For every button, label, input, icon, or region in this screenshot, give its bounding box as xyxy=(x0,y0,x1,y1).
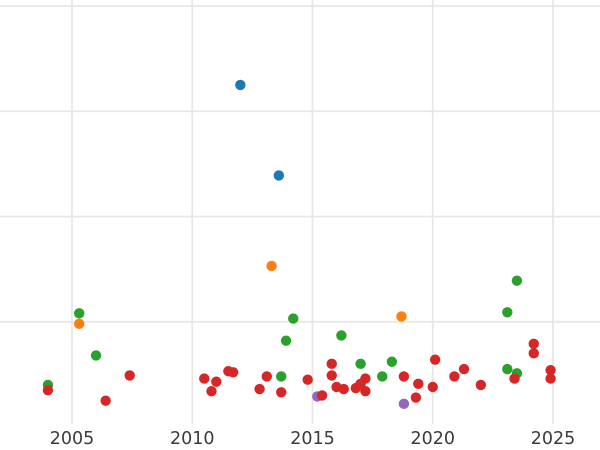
data-point-green xyxy=(355,358,366,370)
data-point-blue xyxy=(235,79,246,91)
data-point-purple xyxy=(398,398,410,410)
x-tick-label: 2025 xyxy=(531,429,576,449)
data-point-green xyxy=(74,308,85,319)
data-point-orange xyxy=(266,260,277,272)
data-point-green xyxy=(502,307,513,318)
data-point-red xyxy=(545,373,556,384)
data-point-red xyxy=(475,379,487,391)
x-tick-label: 2010 xyxy=(170,429,215,449)
data-point-red xyxy=(124,370,135,381)
data-point-red xyxy=(316,390,328,401)
x-tick-label: 2015 xyxy=(290,429,335,449)
data-point-red xyxy=(326,370,337,381)
data-point-red xyxy=(199,373,210,384)
data-point-red xyxy=(449,371,460,382)
data-point-blue xyxy=(273,170,285,181)
data-point-red xyxy=(545,364,556,376)
data-point-red xyxy=(254,383,265,395)
data-point-green xyxy=(280,335,292,346)
data-point-red xyxy=(227,367,239,378)
data-point-red xyxy=(206,386,217,397)
data-point-green xyxy=(288,313,299,324)
data-point-red xyxy=(360,373,371,384)
data-point-green xyxy=(336,330,347,341)
data-point-red xyxy=(458,363,470,375)
data-point-green xyxy=(386,356,398,367)
data-point-red xyxy=(211,376,222,387)
data-point-red xyxy=(100,395,111,406)
data-point-red xyxy=(528,348,539,359)
data-point-green xyxy=(90,350,102,361)
data-point-red xyxy=(427,381,438,393)
data-point-red xyxy=(261,371,273,382)
data-point-orange xyxy=(74,318,85,330)
data-point-green xyxy=(502,363,513,375)
data-point-red xyxy=(360,386,371,397)
data-point-green xyxy=(511,275,523,286)
data-point-green xyxy=(377,371,388,382)
data-point-red xyxy=(276,387,287,398)
data-point-red xyxy=(398,371,410,382)
data-point-red xyxy=(528,338,539,350)
data-point-red xyxy=(338,383,349,395)
x-tick-label: 2005 xyxy=(50,429,95,449)
data-point-red xyxy=(410,392,422,403)
data-point-green xyxy=(276,371,287,382)
data-point-red xyxy=(302,374,313,385)
data-point-orange xyxy=(396,311,407,322)
x-tick-label: 2020 xyxy=(410,429,455,449)
data-point-red xyxy=(429,354,441,365)
data-point-red xyxy=(42,384,54,396)
data-point-red xyxy=(326,358,337,370)
data-point-red xyxy=(509,373,520,384)
data-point-red xyxy=(413,378,424,390)
